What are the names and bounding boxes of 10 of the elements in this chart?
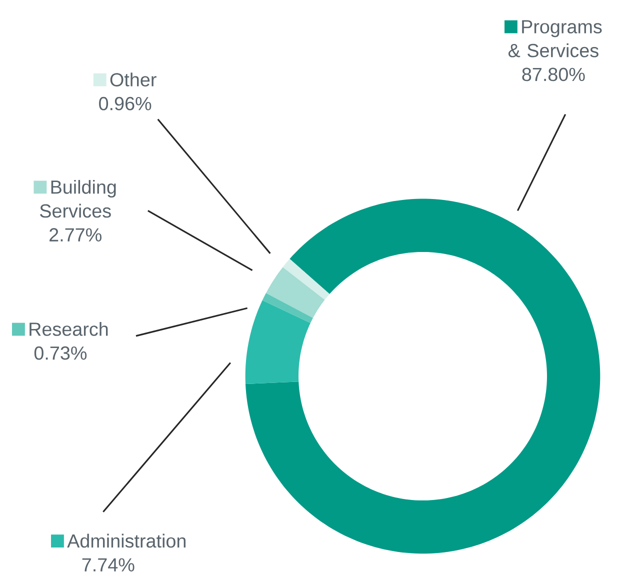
legend-label: Other — [110, 72, 156, 86]
legend-label: Programs & Services — [508, 20, 602, 58]
legend-label: Administration — [67, 534, 186, 548]
data-label: 2.77% — [50, 228, 102, 242]
data-label: 0.96% — [99, 96, 152, 110]
legend-label: Research — [30, 322, 108, 336]
legend-label: Building Services — [40, 180, 116, 218]
data-label: 0.73% — [34, 346, 87, 360]
data-label: 7.74% — [82, 558, 134, 572]
data-label: 87.80% — [522, 68, 585, 81]
